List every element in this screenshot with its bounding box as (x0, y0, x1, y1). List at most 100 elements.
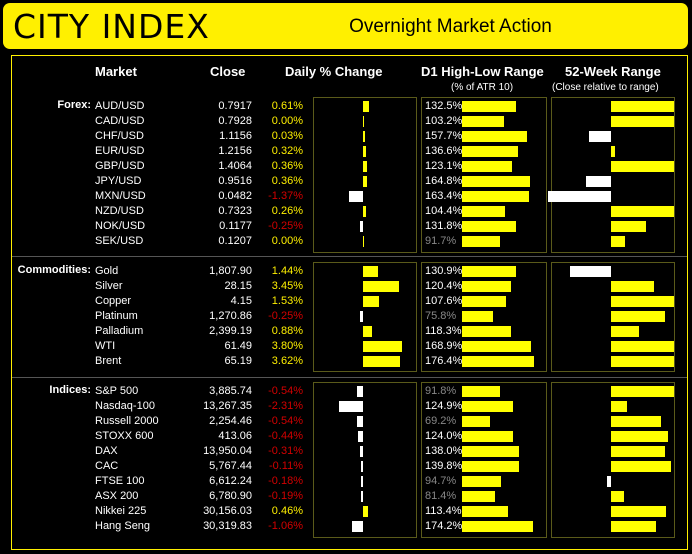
close-value: 65.19 (224, 355, 252, 367)
week52-bar (611, 116, 674, 127)
daily-change-bar (361, 491, 363, 502)
week52-bar (611, 461, 671, 472)
column-header-52-week: 52-Week Range (565, 64, 661, 79)
d1-range-bar (462, 491, 496, 502)
d1-range-bar (462, 341, 532, 352)
d1-range-bar (462, 461, 520, 472)
daily-change-value: -0.11% (268, 460, 303, 472)
close-value: 4.15 (230, 295, 252, 307)
daily-change-value: -0.44% (268, 430, 303, 442)
market-name: Hang Seng (95, 520, 151, 532)
close-value: 0.7917 (218, 100, 252, 112)
market-name: Brent (95, 355, 122, 367)
daily-change-bar (363, 296, 379, 307)
daily-change-bar (357, 386, 363, 397)
d1-range-value: 124.9% (425, 400, 463, 412)
section-divider (12, 377, 687, 378)
market-name: CAD/USD (95, 115, 145, 127)
daily-change-bar (357, 416, 363, 427)
column-header-market: Market (95, 64, 137, 79)
d1-range-bar (462, 506, 509, 517)
daily-change-bar (352, 521, 363, 532)
close-value: 1,807.90 (209, 265, 252, 277)
d1-range-value: 176.4% (425, 355, 463, 367)
daily-change-value: 3.80% (271, 340, 303, 352)
market-name: EUR/USD (95, 145, 145, 157)
d1-range-value: 75.8% (425, 310, 457, 322)
daily-change-bar (363, 146, 367, 157)
d1-range-bar (462, 431, 513, 442)
week52-bar (611, 146, 616, 157)
daily-change-value: -0.31% (268, 445, 303, 457)
week52-chart-box (551, 97, 675, 253)
week52-bar (585, 176, 611, 187)
d1-range-value: 131.8% (425, 220, 463, 232)
close-value: 30,319.83 (203, 520, 252, 532)
d1-range-value: 138.0% (425, 445, 463, 457)
close-value: 0.1177 (219, 220, 252, 232)
close-value: 413.06 (218, 430, 252, 442)
daily-change-bar (359, 446, 363, 457)
market-name: Gold (95, 265, 119, 277)
market-name: MXN/USD (95, 190, 146, 202)
d1-range-value: 94.7% (425, 475, 457, 487)
d1-range-bar (462, 221, 517, 232)
daily-change-value: -0.25% (268, 220, 303, 232)
week52-bar (611, 446, 665, 457)
week52-bar (611, 401, 627, 412)
daily-change-bar (363, 266, 378, 277)
daily-change-value: -1.06% (268, 520, 303, 532)
d1-range-value: 136.6% (425, 145, 463, 157)
market-name: Silver (95, 280, 123, 292)
market-name: GBP/USD (95, 160, 145, 172)
section-label: Indices: (49, 384, 91, 396)
header-banner: CITY INDEX Overnight Market Action (3, 3, 688, 49)
d1-range-bar (462, 146, 518, 157)
week52-bar (611, 491, 624, 502)
week52-bar (611, 221, 646, 232)
week52-bar (611, 296, 674, 307)
city-index-logo: CITY INDEX (13, 7, 210, 46)
d1-range-value: 139.8% (425, 460, 463, 472)
daily-change-bar (363, 281, 399, 292)
close-value: 1.1156 (219, 130, 252, 142)
daily-change-bar (339, 401, 363, 412)
d1-range-bar (462, 176, 530, 187)
daily-change-bar (363, 356, 401, 367)
week52-bar (570, 266, 611, 277)
daily-change-value: 1.53% (271, 295, 303, 307)
section-label: Commodities: (17, 264, 91, 276)
column-subheader-52-week: (Close relative to range) (552, 82, 659, 93)
d1-range-value: 124.0% (425, 430, 463, 442)
close-value: 5,767.44 (209, 460, 252, 472)
d1-range-bar (462, 296, 507, 307)
daily-change-bar (363, 176, 367, 187)
close-value: 30,156.03 (203, 505, 252, 517)
market-table-panel (11, 55, 688, 550)
market-name: NOK/USD (95, 220, 146, 232)
daily-change-bar (360, 311, 363, 322)
d1-range-value: 69.2% (425, 415, 457, 427)
section-label: Forex: (57, 99, 91, 111)
close-value: 61.49 (224, 340, 252, 352)
daily-change-value: 3.45% (271, 280, 303, 292)
daily-change-bar (363, 506, 368, 517)
market-name: FTSE 100 (95, 475, 145, 487)
d1-range-bar (462, 416, 491, 427)
week52-chart-box (551, 262, 675, 373)
daily-change-bar (358, 431, 363, 442)
d1-range-value: 91.8% (425, 385, 457, 397)
market-name: S&P 500 (95, 385, 139, 397)
daily-change-chart-box (313, 97, 417, 253)
d1-range-chart-box (421, 97, 547, 253)
week52-bar (611, 386, 674, 397)
daily-change-bar (363, 161, 367, 172)
d1-range-value: 103.2% (425, 115, 463, 127)
close-value: 6,780.90 (209, 490, 252, 502)
daily-change-bar (361, 461, 363, 472)
column-header-d1-range: D1 High-Low Range (421, 64, 544, 79)
week52-bar (611, 236, 626, 247)
daily-change-bar (363, 116, 364, 127)
daily-change-chart-box (313, 262, 417, 373)
market-name: CAC (95, 460, 119, 472)
